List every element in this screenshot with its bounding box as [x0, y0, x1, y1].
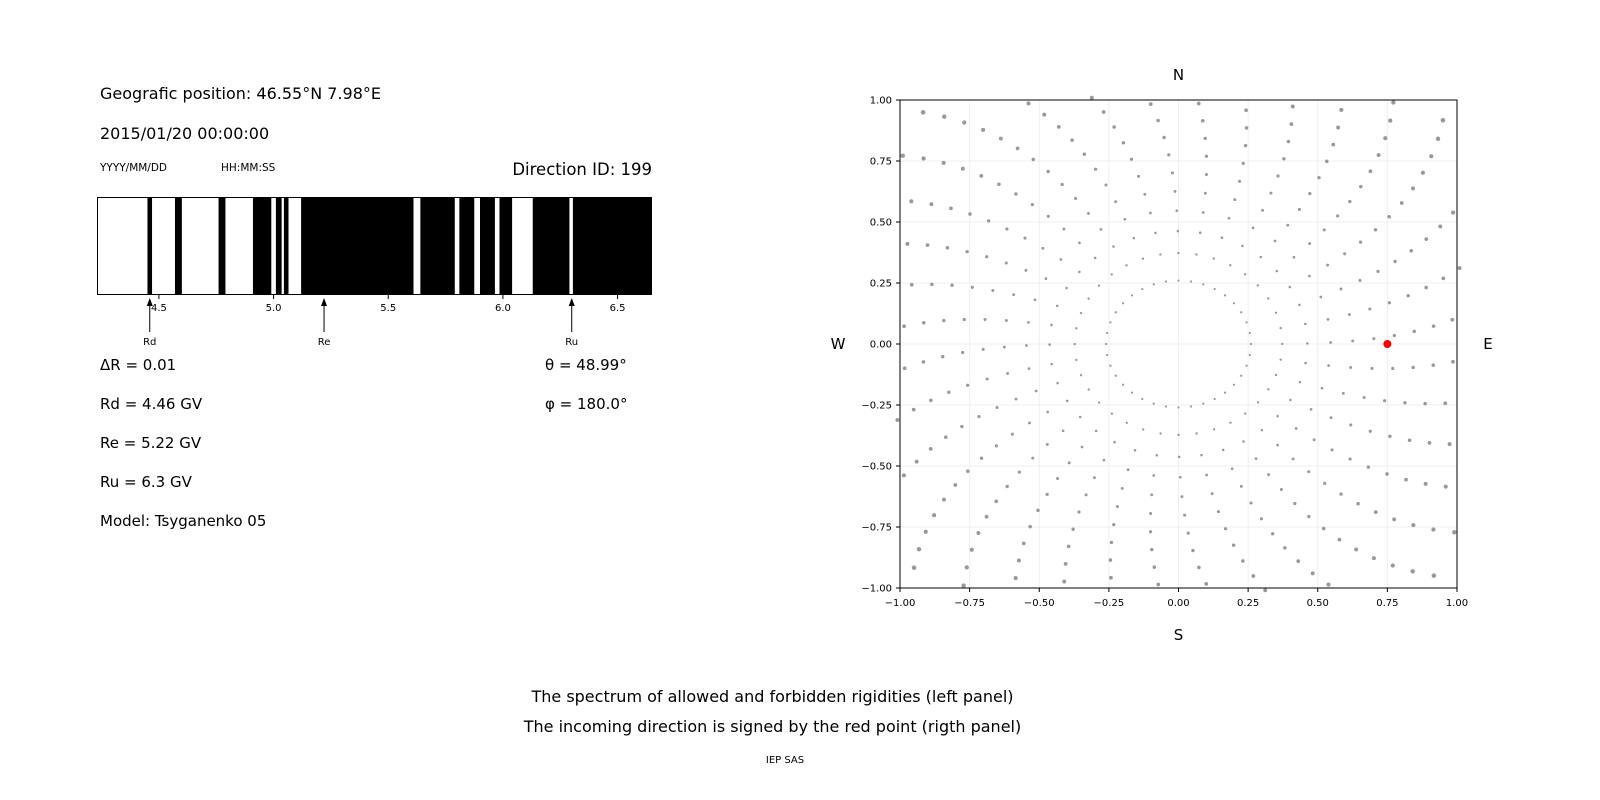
forbidden-band — [283, 197, 289, 295]
time-format-label: HH:MM:SS — [221, 162, 276, 174]
forbidden-band — [572, 197, 652, 295]
param-model: Model: Tsyganenko 05 — [100, 512, 267, 530]
svg-text:0.25: 0.25 — [1237, 598, 1259, 609]
compass-east-label: E — [1483, 335, 1492, 353]
svg-text:−0.50: −0.50 — [1024, 598, 1055, 609]
param-delta-r: ΔR = 0.01 — [100, 356, 177, 374]
forbidden-band — [174, 197, 182, 295]
compass-west-label: W — [831, 335, 846, 353]
forbidden-band — [420, 197, 455, 295]
svg-text:6.0: 6.0 — [495, 303, 511, 314]
forbidden-band — [218, 197, 226, 295]
marker-label-ru: Ru — [565, 337, 578, 348]
svg-text:0.75: 0.75 — [1376, 598, 1398, 609]
forbidden-band — [499, 197, 513, 295]
compass-north-label: N — [1173, 66, 1184, 84]
svg-text:0.50: 0.50 — [1307, 598, 1329, 609]
red-direction-point — [1383, 340, 1392, 348]
svg-text:−0.50: −0.50 — [861, 462, 892, 473]
svg-text:6.5: 6.5 — [610, 303, 626, 314]
marker-label-re: Re — [318, 337, 331, 348]
date-format-label: YYYY/MM/DD — [100, 162, 168, 174]
datetime-text: 2015/01/20 00:00:00 — [100, 124, 270, 143]
geo-position-text: Geografic position: 46.55°N 7.98°E — [100, 84, 381, 103]
svg-text:−0.75: −0.75 — [954, 598, 985, 609]
svg-text:−1.00: −1.00 — [861, 584, 892, 595]
rigidity-spectrum-chart: 4.5 5.0 5.5 6.0 6.5 Rd Re Ru — [97, 197, 652, 348]
svg-text:0.00: 0.00 — [870, 340, 892, 351]
param-re: Re = 5.22 GV — [100, 434, 202, 452]
forbidden-band — [479, 197, 495, 295]
compass-south-label: S — [1174, 626, 1184, 644]
svg-text:1.00: 1.00 — [870, 96, 892, 107]
svg-text:5.5: 5.5 — [380, 303, 396, 314]
svg-text:0.50: 0.50 — [870, 218, 892, 229]
forbidden-band — [459, 197, 475, 295]
forbidden-band — [301, 197, 414, 295]
param-rd: Rd = 4.46 GV — [100, 395, 203, 413]
svg-text:−0.25: −0.25 — [1094, 598, 1125, 609]
caption-line-2: The incoming direction is signed by the … — [523, 717, 1022, 736]
direction-scatter-chart: −1.00 −1.00 −0.75 −0.75 −0.50 −0.50 −0.25 −0.25… — [831, 66, 1493, 644]
svg-text:−0.75: −0.75 — [861, 523, 892, 534]
caption-line-1: The spectrum of allowed and forbidden ri… — [531, 687, 1014, 706]
svg-text:−1.00: −1.00 — [885, 598, 916, 609]
footer-credit: IEP SAS — [765, 755, 805, 766]
marker-label-rd: Rd — [143, 337, 156, 348]
svg-text:0.75: 0.75 — [870, 157, 892, 168]
svg-text:1.00: 1.00 — [1446, 598, 1468, 609]
param-phi: φ = 180.0° — [545, 395, 628, 413]
param-theta: θ = 48.99° — [545, 356, 627, 374]
svg-text:0.25: 0.25 — [870, 279, 892, 290]
svg-text:0.00: 0.00 — [1167, 598, 1189, 609]
forbidden-band — [147, 197, 153, 295]
svg-text:4.5: 4.5 — [151, 303, 167, 314]
direction-id-text: Direction ID: 199 — [512, 160, 652, 179]
forbidden-band — [252, 197, 272, 295]
svg-text:−0.25: −0.25 — [861, 401, 892, 412]
param-ru: Ru = 6.3 GV — [100, 473, 192, 491]
forbidden-band — [532, 197, 570, 295]
forbidden-band — [275, 197, 282, 295]
svg-text:5.0: 5.0 — [266, 303, 282, 314]
